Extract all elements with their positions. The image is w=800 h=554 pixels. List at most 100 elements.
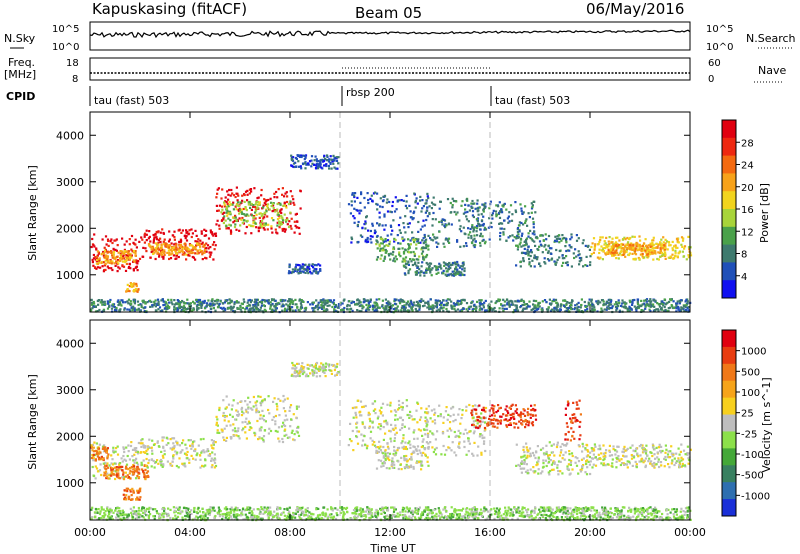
heatmap-cell xyxy=(188,243,192,246)
heatmap-cell xyxy=(275,307,278,310)
heatmap-cell xyxy=(133,289,136,292)
heatmap-cell xyxy=(466,210,469,214)
heatmap-cell xyxy=(104,303,107,306)
heatmap-cell xyxy=(133,309,136,312)
heatmap-cell xyxy=(139,442,142,445)
heatmap-cell xyxy=(474,307,477,311)
heatmap-cell xyxy=(212,440,215,443)
heatmap-cell xyxy=(579,306,582,309)
heatmap-cell xyxy=(334,374,337,377)
heatmap-cell xyxy=(443,224,446,227)
heatmap-cell xyxy=(553,307,556,310)
heatmap-cell xyxy=(126,454,129,458)
heatmap-cell xyxy=(425,209,428,212)
heatmap-cell xyxy=(452,305,455,308)
heatmap-cell xyxy=(229,212,232,215)
heatmap-cell xyxy=(380,406,383,409)
heatmap-cell xyxy=(284,410,287,413)
heatmap-cell xyxy=(114,256,117,259)
heatmap-cell xyxy=(375,258,379,261)
heatmap-cell xyxy=(111,260,114,263)
heatmap-cell xyxy=(503,227,506,231)
heatmap-cell xyxy=(154,305,157,308)
heatmap-cell xyxy=(473,245,476,249)
heatmap-cell xyxy=(413,192,416,195)
heatmap-cell xyxy=(158,253,161,256)
heatmap-cell xyxy=(615,309,618,312)
heatmap-cell xyxy=(419,199,422,202)
heatmap-cell xyxy=(460,271,463,274)
heatmap-cell xyxy=(126,474,129,477)
heatmap-cell xyxy=(252,222,255,225)
heatmap-cell xyxy=(651,247,654,250)
heatmap-cell xyxy=(512,239,515,242)
heatmap-cell xyxy=(516,248,519,251)
heatmap-cell xyxy=(336,156,339,159)
heatmap-cell xyxy=(545,238,548,241)
heatmap-cell xyxy=(245,209,248,212)
heatmap-cell xyxy=(228,301,231,305)
heatmap-cell xyxy=(170,242,173,245)
heatmap-cell xyxy=(617,299,620,302)
heatmap-cell xyxy=(178,247,181,250)
heatmap-cell xyxy=(123,450,126,454)
heatmap-cell xyxy=(386,442,389,445)
heatmap-cell xyxy=(174,450,177,453)
power-heatmap xyxy=(90,112,693,314)
heatmap-cell xyxy=(296,305,299,309)
heatmap-cell xyxy=(101,303,104,306)
heatmap-cell xyxy=(134,254,137,257)
heatmap-cell xyxy=(447,222,450,225)
freq-frame xyxy=(89,57,691,81)
heatmap-cell xyxy=(411,258,414,261)
heatmap-cell xyxy=(107,251,110,254)
heatmap-cell xyxy=(271,231,274,234)
heatmap-cell xyxy=(293,231,296,234)
heatmap-cell xyxy=(274,306,277,309)
heatmap-cell xyxy=(333,166,336,169)
heatmap-cell xyxy=(353,194,356,197)
heatmap-cell xyxy=(442,242,445,245)
heatmap-cell xyxy=(535,299,538,303)
heatmap-cell xyxy=(680,306,683,309)
heatmap-cell xyxy=(369,300,372,303)
heatmap-cell xyxy=(642,309,645,312)
heatmap-cell xyxy=(401,423,404,426)
heatmap-cell xyxy=(121,260,125,263)
heatmap-cell xyxy=(225,395,228,398)
heatmap-cell xyxy=(157,300,160,303)
heatmap-cell xyxy=(404,310,407,313)
heatmap-cell xyxy=(562,261,565,264)
heatmap-cell xyxy=(112,473,115,476)
heatmap-cell xyxy=(186,230,189,233)
heatmap-cell xyxy=(683,310,686,313)
heatmap-cell xyxy=(528,300,531,303)
heatmap-cell xyxy=(648,305,651,308)
heatmap-cell xyxy=(127,450,130,453)
heatmap-cell xyxy=(186,250,189,253)
heatmap-cell xyxy=(527,254,530,257)
heatmap-cell xyxy=(116,453,120,456)
heatmap-cell xyxy=(137,491,140,494)
heatmap-cell xyxy=(415,264,418,267)
heatmap-cell xyxy=(145,464,148,467)
heatmap-cell xyxy=(405,194,408,197)
heatmap-cell xyxy=(261,298,264,302)
heatmap-cell xyxy=(283,202,286,205)
heatmap-cell xyxy=(156,251,160,254)
heatmap-cell xyxy=(629,307,632,310)
heatmap-cell xyxy=(221,430,224,433)
heatmap-cell xyxy=(412,236,415,239)
heatmap-cell xyxy=(674,244,677,247)
heatmap-cell xyxy=(166,251,169,254)
heatmap-cell xyxy=(202,449,205,452)
heatmap-cell xyxy=(117,472,120,475)
heatmap-cell xyxy=(198,454,202,457)
heatmap-cell xyxy=(212,447,215,450)
heatmap-cell xyxy=(574,304,577,307)
heatmap-cell xyxy=(424,420,427,423)
heatmap-cell xyxy=(393,210,397,213)
heatmap-cell xyxy=(319,163,322,166)
heatmap-cell xyxy=(201,253,204,256)
heatmap-cell xyxy=(439,265,442,268)
